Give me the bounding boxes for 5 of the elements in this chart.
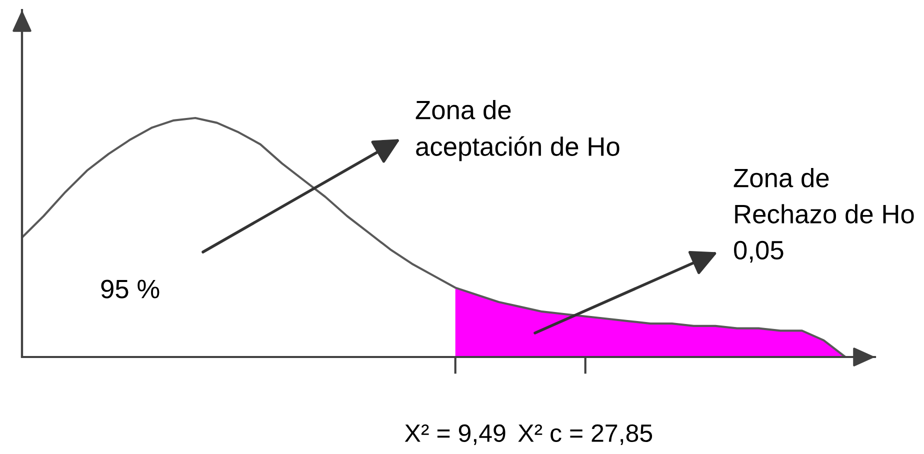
annotation: 95 %	[101, 280, 160, 298]
x-tick-label: X² c = 27,85	[518, 424, 652, 445]
annotation: Zona de Rechazo de Ho 0,05	[734, 168, 914, 263]
annotation: Zona de aceptación de Ho	[416, 100, 620, 162]
x-tick-label: X² = 9,49	[404, 424, 506, 445]
